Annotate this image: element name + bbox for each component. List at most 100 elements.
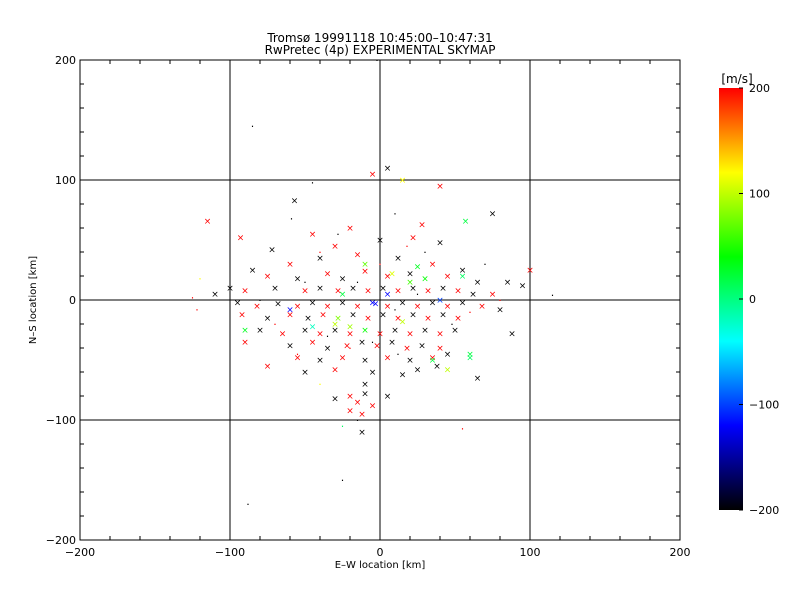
data-point: ×	[301, 368, 309, 378]
data-point: ×	[436, 238, 444, 248]
data-point: ×	[309, 322, 317, 332]
colorbar-tick-label: −200	[749, 504, 779, 517]
data-point: ×	[361, 267, 369, 277]
chart-title: Tromsø 19991118 10:45:00–10:47:31	[266, 31, 492, 45]
data-point: ·	[356, 414, 360, 427]
data-point: ·	[326, 330, 330, 343]
data-point: ×	[361, 326, 369, 336]
data-point: ×	[373, 342, 381, 352]
data-point: ×	[294, 274, 302, 284]
data-point: ×	[264, 314, 272, 324]
data-point: ·	[396, 348, 400, 361]
data-point: ×	[466, 354, 474, 364]
x-tick-label: −200	[65, 546, 95, 559]
data-point: ×	[409, 234, 417, 244]
data-point: ×	[309, 338, 317, 348]
data-point: ×	[286, 310, 294, 320]
data-point: ×	[316, 356, 324, 366]
data-point: ×	[466, 350, 474, 360]
data-point: ×	[406, 330, 414, 340]
data-point: ·	[405, 240, 409, 253]
data-point: ×	[394, 254, 402, 264]
data-point: ×	[331, 326, 339, 336]
data-point: ×	[237, 234, 245, 244]
data-point: ×	[324, 302, 332, 312]
data-point: ×	[406, 278, 414, 288]
data-point: ×	[418, 342, 426, 352]
axis-ticks: −200−200 −100 −100 0 0 100 100 200 200	[46, 54, 691, 559]
data-point: ×	[339, 274, 347, 284]
data-point: ×	[249, 266, 257, 276]
data-point: ·	[303, 276, 307, 289]
data-point: ×	[496, 306, 504, 316]
data-point: ×	[399, 318, 407, 328]
y-tick-label: −200	[46, 534, 76, 547]
data-point: ·	[318, 378, 322, 391]
data-point: ×	[358, 428, 366, 438]
x-tick-label: 100	[520, 546, 541, 559]
data-point: ×	[429, 260, 437, 270]
data-point: ×	[354, 250, 362, 260]
data-point: ×	[346, 406, 354, 416]
data-point: ·	[498, 294, 502, 307]
x-tick-label: 200	[670, 546, 691, 559]
data-point: ×	[309, 230, 317, 240]
data-point: ×	[439, 310, 447, 320]
data-point: ×	[361, 260, 369, 270]
data-point: ·	[393, 208, 397, 221]
data-point: ×	[334, 314, 342, 324]
data-point: ·	[423, 246, 427, 259]
data-point: ×	[388, 338, 396, 348]
data-point: ×	[241, 286, 249, 296]
data-point: ×	[286, 306, 294, 316]
data-point: ×	[301, 286, 309, 296]
colorbar-tick-label: 200	[749, 82, 770, 95]
data-point: ×	[346, 330, 354, 340]
data-point: ×	[384, 392, 392, 402]
y-axis-label: N–S location [km]	[28, 256, 39, 344]
data-point: ×	[339, 298, 347, 308]
data-point: ·	[311, 176, 315, 189]
data-point: ×	[349, 284, 357, 294]
data-point: ×	[346, 224, 354, 234]
data-point: ×	[379, 284, 387, 294]
data-point: ×	[489, 210, 497, 220]
data-point: ×	[399, 176, 407, 186]
data-point: ×	[459, 266, 467, 276]
data-point: ×	[444, 366, 452, 376]
data-point: ·	[551, 289, 555, 302]
data-point: ·	[336, 228, 340, 241]
data-point: ×	[414, 262, 422, 272]
data-point: ×	[429, 298, 437, 308]
data-point: ×	[211, 290, 219, 300]
data-point: ×	[421, 326, 429, 336]
data-point: ×	[226, 284, 234, 294]
colorbar-ticks: 200 100 0 −100 −200	[739, 82, 779, 517]
data-point: ×	[429, 354, 437, 364]
data-point: ×	[424, 286, 432, 296]
data-point: ×	[319, 310, 327, 320]
data-point: ×	[414, 302, 422, 312]
data-point: ·	[191, 292, 195, 305]
data-point: ·	[416, 288, 420, 301]
data-point: ×	[264, 272, 272, 282]
data-point: ×	[489, 290, 497, 300]
data-point: ×	[454, 286, 462, 296]
data-point: ×	[324, 270, 332, 280]
data-point: ×	[384, 302, 392, 312]
colorbar-tick-label: −100	[749, 399, 779, 412]
data-point: ×	[519, 282, 527, 292]
data-point: ×	[444, 272, 452, 282]
data-point: ×	[274, 300, 282, 310]
data-point: ×	[436, 296, 444, 306]
data-point: ×	[504, 278, 512, 288]
data-point: ×	[286, 342, 294, 352]
data-point: ×	[376, 330, 384, 340]
data-point: ·	[273, 318, 277, 331]
data-point: ·	[461, 422, 465, 435]
data-point: ×	[406, 270, 414, 280]
data-points: ··×××××·×××·×× ×·×× ×× × ××× × ××××× × × ×× × × × ×××…	[191, 54, 555, 511]
data-point: ×	[331, 394, 339, 404]
data-point: ×	[349, 310, 357, 320]
data-point: ×	[343, 342, 351, 352]
